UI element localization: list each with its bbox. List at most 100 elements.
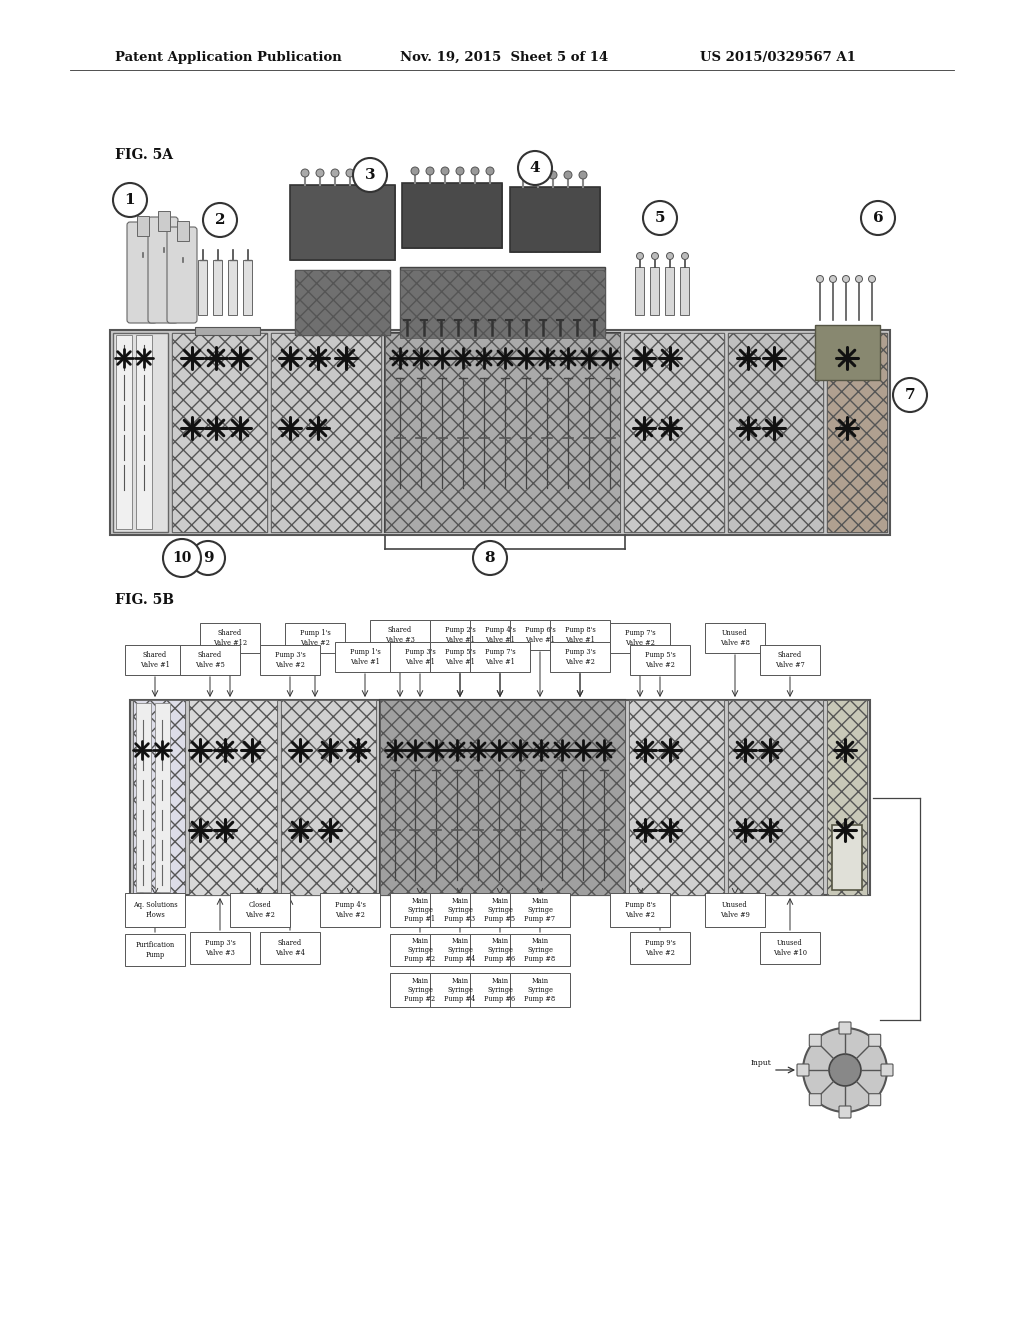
FancyBboxPatch shape <box>155 704 170 892</box>
FancyBboxPatch shape <box>281 700 376 895</box>
Text: 2: 2 <box>215 213 225 227</box>
Text: Closed
Valve #2: Closed Valve #2 <box>245 902 274 919</box>
FancyBboxPatch shape <box>868 1035 881 1047</box>
Text: Pump 3's
Valve #2: Pump 3's Valve #2 <box>564 648 595 665</box>
Circle shape <box>855 276 862 282</box>
Text: Unused
Valve #10: Unused Valve #10 <box>773 940 807 957</box>
Text: Pump 9's
Valve #2: Pump 9's Valve #2 <box>645 940 676 957</box>
Text: Pump 3's
Valve #2: Pump 3's Valve #2 <box>274 651 305 669</box>
Circle shape <box>534 172 542 180</box>
FancyBboxPatch shape <box>190 932 250 964</box>
Text: Shared
Valve #4: Shared Valve #4 <box>275 940 305 957</box>
FancyBboxPatch shape <box>470 642 530 672</box>
FancyBboxPatch shape <box>550 642 610 672</box>
FancyBboxPatch shape <box>728 333 823 532</box>
FancyBboxPatch shape <box>430 935 490 966</box>
Text: 8: 8 <box>484 550 496 565</box>
Text: 6: 6 <box>872 211 884 224</box>
Text: Main
Syringe
Pump #5: Main Syringe Pump #5 <box>484 896 515 923</box>
Circle shape <box>829 276 837 282</box>
Text: Nov. 19, 2015  Sheet 5 of 14: Nov. 19, 2015 Sheet 5 of 14 <box>400 50 608 63</box>
FancyBboxPatch shape <box>815 325 880 380</box>
FancyBboxPatch shape <box>815 325 880 380</box>
Circle shape <box>651 252 658 260</box>
Circle shape <box>441 168 449 176</box>
FancyBboxPatch shape <box>285 623 345 653</box>
Text: Shared
Valve #1: Shared Valve #1 <box>140 651 170 669</box>
Text: Main
Syringe
Pump #6: Main Syringe Pump #6 <box>484 937 515 964</box>
Circle shape <box>203 203 237 238</box>
Circle shape <box>861 201 895 235</box>
Circle shape <box>376 169 384 177</box>
Circle shape <box>518 150 552 185</box>
FancyBboxPatch shape <box>827 700 867 895</box>
FancyBboxPatch shape <box>430 642 490 672</box>
FancyBboxPatch shape <box>510 894 570 927</box>
FancyBboxPatch shape <box>610 894 670 927</box>
FancyBboxPatch shape <box>680 267 689 315</box>
Circle shape <box>643 201 677 235</box>
Text: Pump 5's
Valve #2: Pump 5's Valve #2 <box>645 651 676 669</box>
FancyBboxPatch shape <box>390 935 450 966</box>
Text: Patent Application Publication: Patent Application Publication <box>115 50 342 63</box>
Circle shape <box>113 183 147 216</box>
FancyBboxPatch shape <box>635 267 644 315</box>
Circle shape <box>411 168 419 176</box>
Text: Pump 4's
Valve #1: Pump 4's Valve #1 <box>484 627 515 644</box>
FancyBboxPatch shape <box>402 183 502 248</box>
FancyBboxPatch shape <box>167 227 197 323</box>
Text: Unused
Valve #9: Unused Valve #9 <box>720 902 750 919</box>
FancyBboxPatch shape <box>380 700 625 895</box>
Text: Main
Syringe
Pump #1: Main Syringe Pump #1 <box>404 896 435 923</box>
FancyBboxPatch shape <box>189 700 278 895</box>
Circle shape <box>316 169 324 177</box>
FancyBboxPatch shape <box>868 1094 881 1106</box>
FancyBboxPatch shape <box>130 700 870 895</box>
Text: Shared
Valve #12: Shared Valve #12 <box>213 630 247 647</box>
FancyBboxPatch shape <box>180 645 240 675</box>
Text: Main
Syringe
Pump #8: Main Syringe Pump #8 <box>524 977 556 1003</box>
FancyBboxPatch shape <box>629 700 724 895</box>
FancyBboxPatch shape <box>136 335 152 529</box>
Text: Pump 3's
Valve #3: Pump 3's Valve #3 <box>205 940 236 957</box>
FancyBboxPatch shape <box>809 1094 821 1106</box>
Text: Shared
Valve #5: Shared Valve #5 <box>195 651 225 669</box>
Circle shape <box>868 276 876 282</box>
FancyBboxPatch shape <box>430 620 490 649</box>
Circle shape <box>471 168 479 176</box>
FancyBboxPatch shape <box>290 185 395 260</box>
FancyBboxPatch shape <box>200 623 260 653</box>
Text: 5: 5 <box>654 211 666 224</box>
Circle shape <box>331 169 339 177</box>
Text: 1: 1 <box>125 193 135 207</box>
FancyBboxPatch shape <box>728 700 823 895</box>
FancyBboxPatch shape <box>705 894 765 927</box>
FancyBboxPatch shape <box>760 645 820 675</box>
FancyBboxPatch shape <box>177 220 189 242</box>
Text: Main
Syringe
Pump #3: Main Syringe Pump #3 <box>444 896 475 923</box>
Circle shape <box>803 1028 887 1111</box>
FancyBboxPatch shape <box>665 267 674 315</box>
Text: FIG. 5B: FIG. 5B <box>115 593 174 607</box>
FancyBboxPatch shape <box>137 216 150 236</box>
FancyBboxPatch shape <box>839 1022 851 1034</box>
FancyBboxPatch shape <box>113 333 168 532</box>
FancyBboxPatch shape <box>148 216 178 323</box>
Text: Pump 8's
Valve #2: Pump 8's Valve #2 <box>625 902 655 919</box>
FancyBboxPatch shape <box>385 333 620 532</box>
FancyBboxPatch shape <box>630 645 690 675</box>
Text: Main
Syringe
Pump #8: Main Syringe Pump #8 <box>524 937 556 964</box>
Circle shape <box>353 158 387 191</box>
FancyBboxPatch shape <box>281 700 376 895</box>
Text: Pump 5's
Valve #1: Pump 5's Valve #1 <box>444 648 475 665</box>
Circle shape <box>301 169 309 177</box>
FancyBboxPatch shape <box>797 1064 809 1076</box>
FancyBboxPatch shape <box>390 894 450 927</box>
FancyBboxPatch shape <box>705 623 765 653</box>
FancyBboxPatch shape <box>624 333 724 532</box>
FancyBboxPatch shape <box>213 260 222 315</box>
Text: Main
Syringe
Pump #2: Main Syringe Pump #2 <box>404 937 435 964</box>
FancyBboxPatch shape <box>510 620 570 649</box>
Circle shape <box>163 539 201 577</box>
FancyBboxPatch shape <box>831 825 862 890</box>
